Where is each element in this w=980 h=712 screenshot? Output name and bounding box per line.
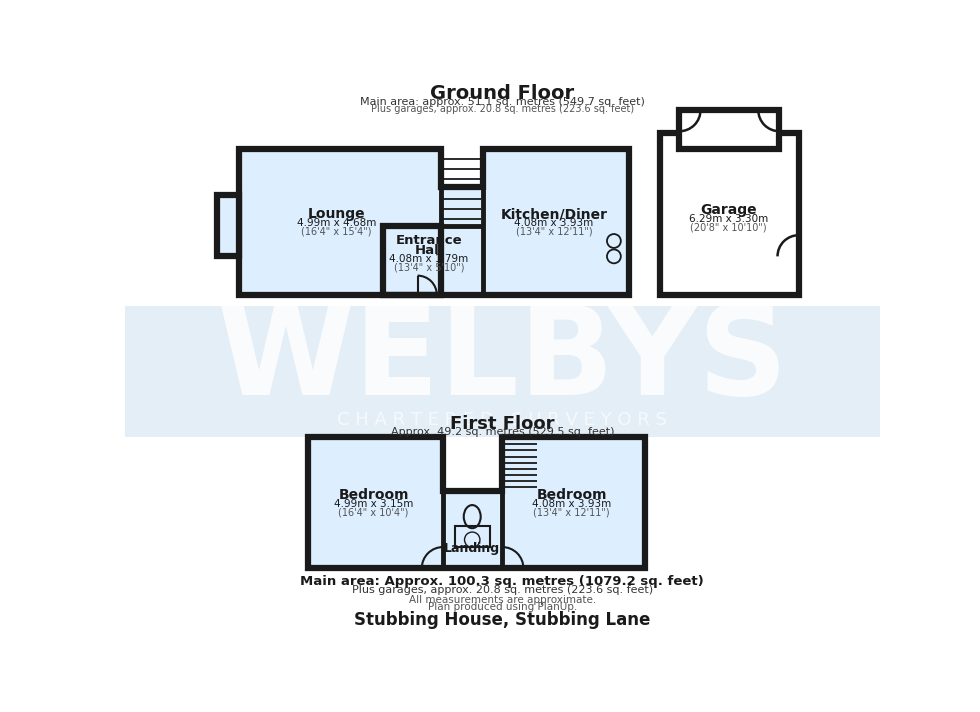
Text: Entrance: Entrance — [396, 234, 463, 248]
Text: Main area: Approx. 100.3 sq. metres (1079.2 sq. feet): Main area: Approx. 100.3 sq. metres (107… — [301, 575, 704, 588]
Text: (13'4" x 12'11"): (13'4" x 12'11") — [515, 226, 592, 236]
Bar — [218, 195, 239, 256]
Text: (13'4" x 12'11"): (13'4" x 12'11") — [533, 508, 610, 518]
Text: First Floor: First Floor — [450, 415, 555, 433]
Text: Hall: Hall — [415, 244, 444, 257]
Text: Bedroom: Bedroom — [536, 488, 607, 502]
Text: (16'4" x 15'4"): (16'4" x 15'4") — [302, 226, 372, 236]
Text: 6.29m x 3.30m: 6.29m x 3.30m — [689, 214, 768, 224]
Text: 4.99m x 3.15m: 4.99m x 3.15m — [334, 499, 414, 509]
Text: (20'8" x 10'10"): (20'8" x 10'10") — [690, 223, 767, 233]
Text: 4.08m x 1.79m: 4.08m x 1.79m — [389, 254, 468, 264]
Bar — [125, 306, 880, 437]
Text: WELBYS: WELBYS — [217, 300, 788, 421]
Polygon shape — [239, 149, 629, 295]
Text: Main area: approx. 51.1 sq. metres (549.7 sq. feet): Main area: approx. 51.1 sq. metres (549.… — [360, 98, 645, 108]
Text: 4.08m x 3.93m: 4.08m x 3.93m — [514, 219, 594, 229]
Bar — [661, 133, 799, 295]
Text: C H A R T E R E D   S U R V E Y O R S: C H A R T E R E D S U R V E Y O R S — [337, 411, 667, 429]
Bar — [455, 526, 490, 548]
Text: Plus garages, approx. 20.8 sq. metres (223.6 sq. feet): Plus garages, approx. 20.8 sq. metres (2… — [370, 105, 634, 115]
Polygon shape — [309, 437, 645, 568]
Text: Lounge: Lounge — [308, 207, 366, 221]
Text: Ground Floor: Ground Floor — [430, 83, 574, 103]
Text: Garage: Garage — [701, 203, 757, 217]
Text: Plan produced using PlanUp.: Plan produced using PlanUp. — [427, 602, 577, 612]
Text: (16'4" x 10'4"): (16'4" x 10'4") — [338, 508, 409, 518]
Text: Kitchen/Diner: Kitchen/Diner — [501, 207, 608, 221]
Bar — [679, 110, 779, 149]
Text: 4.08m x 3.93m: 4.08m x 3.93m — [532, 499, 612, 509]
Text: All measurements are approximate.: All measurements are approximate. — [409, 595, 596, 604]
Text: Bedroom: Bedroom — [338, 488, 409, 502]
Text: Landing: Landing — [444, 543, 500, 555]
Text: Plus garages, approx. 20.8 sq. metres (223.6 sq. feet): Plus garages, approx. 20.8 sq. metres (2… — [352, 585, 653, 595]
Text: 4.99m x 4.68m: 4.99m x 4.68m — [297, 219, 376, 229]
Text: (13'4" x 5'10"): (13'4" x 5'10") — [394, 263, 465, 273]
Text: Stubbing House, Stubbing Lane: Stubbing House, Stubbing Lane — [354, 611, 651, 629]
Text: Approx. 49.2 sq. metres (529.5 sq. feet): Approx. 49.2 sq. metres (529.5 sq. feet) — [390, 427, 614, 437]
